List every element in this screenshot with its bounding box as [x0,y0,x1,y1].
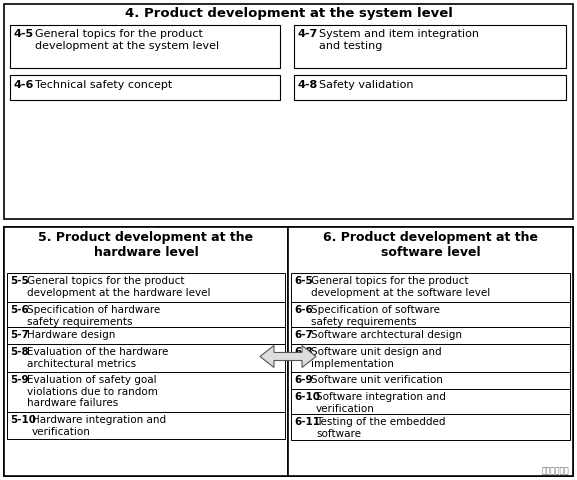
Bar [7,372,285,412]
Text: 4. Product development at the system level: 4. Product development at the system lev… [125,7,452,20]
Text: 5-6: 5-6 [10,305,29,315]
Bar [294,75,566,100]
Bar [291,344,570,372]
Bar [291,327,570,344]
Text: System and item integration
and testing: System and item integration and testing [319,29,479,50]
Text: Safety validation: Safety validation [319,80,414,90]
Bar [7,412,285,439]
Text: 4-8: 4-8 [298,80,319,90]
Text: Technical safety concept: Technical safety concept [35,80,173,90]
Text: Evaluation of the hardware
architectural metrics: Evaluation of the hardware architectural… [27,347,168,369]
Bar [7,302,285,327]
Bar [4,227,573,476]
Text: 5-7: 5-7 [10,330,29,340]
Text: 5-5: 5-5 [10,276,29,286]
Polygon shape [419,227,561,476]
Polygon shape [18,4,306,219]
Text: 6-10: 6-10 [294,392,320,402]
Bar [7,327,285,344]
Text: 5-8: 5-8 [10,347,29,357]
Bar [10,25,280,68]
Text: General topics for the product
development at the hardware level: General topics for the product developme… [27,276,211,298]
Text: General topics for the product
development at the software level: General topics for the product developme… [311,276,490,298]
Text: 4-7: 4-7 [298,29,319,39]
Text: 6-9: 6-9 [294,375,313,385]
Bar [288,227,573,476]
Text: 6-8: 6-8 [294,347,313,357]
Text: 6-11: 6-11 [294,417,320,427]
Text: Specification of software
safety requirements: Specification of software safety require… [311,305,440,326]
Bar [291,414,570,440]
Text: Testing of the embedded
software: Testing of the embedded software [316,417,445,439]
Text: 6-7: 6-7 [294,330,313,340]
Text: 4-5: 4-5 [14,29,34,39]
Text: 高知自动驾驶: 高知自动驾驶 [541,466,569,475]
Bar [7,344,285,372]
Polygon shape [260,346,316,368]
Text: General topics for the product
development at the system level: General topics for the product developme… [35,29,219,50]
Polygon shape [299,227,441,476]
Polygon shape [135,227,276,476]
Bar [291,273,570,302]
Text: Software unit verification: Software unit verification [311,375,443,385]
Text: Hardware design: Hardware design [27,330,115,340]
Text: Specification of hardware
safety requirements: Specification of hardware safety require… [27,305,160,326]
Bar [4,4,573,219]
Bar [294,25,566,68]
Bar [291,302,570,327]
Text: 5. Product development at the
hardware level: 5. Product development at the hardware l… [39,231,253,259]
Text: 6-5: 6-5 [294,276,313,286]
Bar [10,75,280,100]
Bar [7,273,285,302]
Text: Software integration and
verification: Software integration and verification [316,392,446,414]
Text: Evaluation of safety goal
violations due to random
hardware failures: Evaluation of safety goal violations due… [27,375,158,408]
Text: 6-6: 6-6 [294,305,313,315]
Bar [291,389,570,414]
Text: 6. Product development at the
software level: 6. Product development at the software l… [323,231,538,259]
Text: 4-6: 4-6 [14,80,35,90]
Bar [4,227,288,476]
Text: Software unit design and
implementation: Software unit design and implementation [311,347,441,369]
Text: Hardware integration and
verification: Hardware integration and verification [32,415,166,437]
Bar [291,372,570,389]
Text: 5-9: 5-9 [10,375,29,385]
Text: 5-10: 5-10 [10,415,36,425]
Polygon shape [16,227,157,476]
Polygon shape [271,4,559,219]
Text: Software archtectural design: Software archtectural design [311,330,462,340]
